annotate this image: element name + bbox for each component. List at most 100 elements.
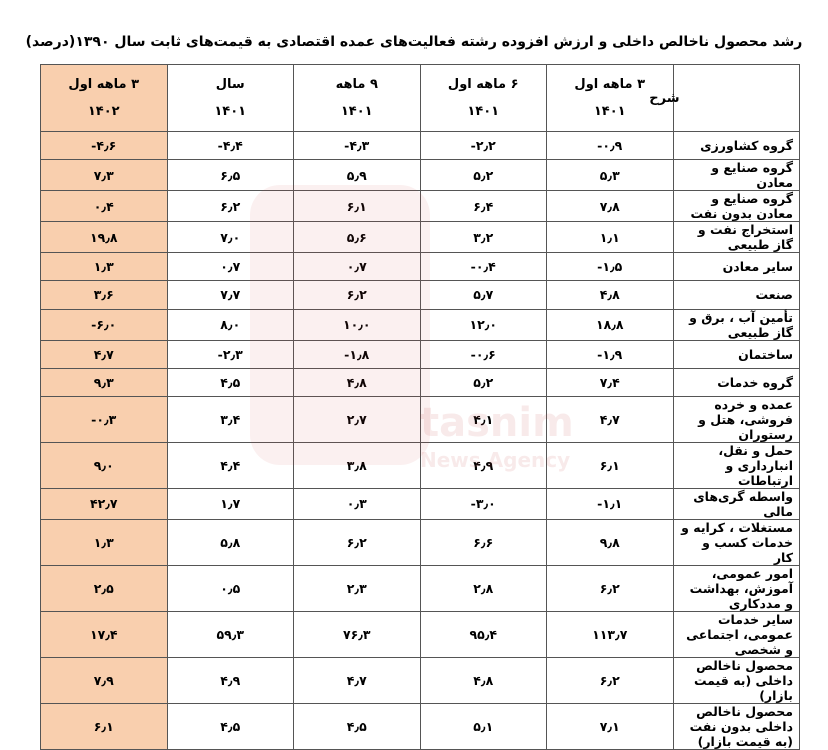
cell: ۶٫۶ [419, 518, 547, 566]
cell: ۴٫۸ [419, 656, 547, 704]
cell: ۳٫۲ [419, 221, 547, 254]
cell: -۱٫۹ [546, 339, 674, 369]
cell: ۶٫۱ [293, 190, 421, 223]
cell: ۷٫۴ [546, 367, 674, 397]
row-label: محصول ناخالص داخلی بدون نفت (به قیمت باز… [672, 702, 800, 750]
row: استخراج نفت و گاز طبیعی ۱٫۱ ۳٫۲ ۵٫۶ ۷٫۰ ۱۹٫۸ [40, 221, 800, 254]
cell: ۵۹٫۳ [166, 610, 294, 658]
header-line: ۹ ماهه [335, 77, 378, 92]
row-label: گروه خدمات [672, 367, 800, 397]
cell: ۱٫۷ [166, 487, 294, 520]
row-label: گروه کشاورزی [672, 130, 800, 161]
page: {"title": "رشد محصول ناخالص داخلی و ارزش… [25, 34, 803, 750]
cell: ۷٫۰ [166, 221, 294, 254]
row: گروه کشاورزی -۰٫۹ -۲٫۲ -۴٫۳ -۴٫۴ -۴٫۶ [40, 130, 800, 161]
row-label: صنعت [672, 280, 800, 310]
table: شرح ۳ ماهه اول ۱۴۰۱ ۶ ماهه اول ۱۴۰۱ ۹ ماهه ۱۴۰… [40, 64, 800, 750]
row: گروه خدمات ۷٫۴ ۵٫۲ ۴٫۸ ۴٫۵ ۹٫۳ [40, 367, 800, 397]
row: ساختمان -۱٫۹ -۰٫۶ -۱٫۸ -۲٫۳ ۴٫۷ [40, 339, 800, 369]
row-label: گروه صنایع و معادن بدون نفت [672, 190, 800, 223]
cell: ۹٫۳ [40, 367, 168, 397]
header-line: ۳ ماهه اول [68, 77, 140, 92]
cell: ۸٫۰ [166, 308, 294, 341]
cell: ۶٫۵ [166, 159, 294, 192]
header-line: ۱۴۰۱ [340, 104, 373, 119]
cell: ۴٫۸ [546, 280, 674, 310]
header-line: سال [215, 77, 245, 92]
cell: -۴٫۳ [293, 130, 421, 161]
cell: ۵٫۲ [419, 367, 547, 397]
cell: -۰٫۶ [419, 339, 547, 369]
header-line: ۱۴۰۲ [87, 104, 120, 119]
cell: -۳٫۰ [419, 487, 547, 520]
cell: -۰٫۹ [546, 130, 674, 161]
header-cell: شرح [649, 64, 800, 132]
cell: ۰٫۷ [293, 252, 421, 282]
header-line: ۱۴۰۱ [214, 104, 247, 119]
cell: ۷٫۷ [166, 280, 294, 310]
cell: -۲٫۳ [166, 339, 294, 369]
header-line: ۱۴۰۱ [467, 104, 500, 119]
row: محصول ناخالص داخلی (به قیمت بازار) ۶٫۲ ۴٫۸… [40, 656, 800, 704]
cell: ۵٫۸ [166, 518, 294, 566]
cell: ۱۷٫۴ [40, 610, 168, 658]
cell: ۳٫۶ [40, 280, 168, 310]
cell: ۲٫۷ [293, 395, 421, 443]
row-label: واسطه گری‌های مالی [672, 487, 800, 520]
cell: ۵٫۷ [419, 280, 547, 310]
cell: ۲٫۸ [419, 564, 547, 612]
cell: ۴٫۸ [293, 367, 421, 397]
table-wrap: شرح ۳ ماهه اول ۱۴۰۱ ۶ ماهه اول ۱۴۰۱ ۹ ماهه ۱۴۰… [40, 64, 800, 750]
cell: ۰٫۷ [166, 252, 294, 282]
header-row: شرح ۳ ماهه اول ۱۴۰۱ ۶ ماهه اول ۱۴۰۱ ۹ ماهه ۱۴۰… [40, 64, 800, 132]
row: گروه صنایع و معادن ۵٫۳ ۵٫۲ ۵٫۹ ۶٫۵ ۷٫۳ [40, 159, 800, 192]
cell: ۴٫۴ [166, 441, 294, 489]
cell: -۱٫۵ [546, 252, 674, 282]
cell: ۳٫۴ [166, 395, 294, 443]
cell: ۵٫۹ [293, 159, 421, 192]
cell: ۴٫۷ [293, 656, 421, 704]
cell: ۶٫۲ [546, 564, 674, 612]
cell: ۰٫۵ [166, 564, 294, 612]
row: واسطه گری‌های مالی -۱٫۱ -۳٫۰ ۰٫۳ ۱٫۷ ۴۲٫۷ [40, 487, 800, 520]
row-label: تأمین آب ، برق و گاز طبیعی [672, 308, 800, 341]
cell: ۶٫۲ [293, 280, 421, 310]
header-line: ۱۴۰۱ [593, 104, 626, 119]
cell: ۵٫۲ [419, 159, 547, 192]
cell: ۴٫۷ [40, 339, 168, 369]
cell: ۱٫۳ [40, 518, 168, 566]
row-label: استخراج نفت و گاز طبیعی [672, 221, 800, 254]
cell: -۲٫۲ [419, 130, 547, 161]
cell: ۴٫۹ [166, 656, 294, 704]
row: گروه صنایع و معادن بدون نفت ۷٫۸ ۶٫۴ ۶٫۱ ۶٫۲ ۰… [40, 190, 800, 223]
cell: -۱٫۸ [293, 339, 421, 369]
cell: ۶٫۱ [40, 702, 168, 750]
row-label: گروه صنایع و معادن [672, 159, 800, 192]
cell: ۱۱۳٫۷ [546, 610, 674, 658]
row-label: ساختمان [672, 339, 800, 369]
row: سایر معادن -۱٫۵ -۰٫۴ ۰٫۷ ۰٫۷ ۱٫۳ [40, 252, 800, 282]
row: صنعت ۴٫۸ ۵٫۷ ۶٫۲ ۷٫۷ ۳٫۶ [40, 280, 800, 310]
cell: ۶٫۲ [293, 518, 421, 566]
header-cell: ۳ ماهه اول ۱۴۰۱ [546, 64, 674, 132]
cell: ۴٫۱ [419, 395, 547, 443]
row: مستغلات ، کرایه و خدمات کسب و کار ۹٫۸ ۶٫۶ ۶… [40, 518, 800, 566]
cell: ۹٫۸ [546, 518, 674, 566]
cell: ۴٫۷ [546, 395, 674, 443]
cell: ۴٫۹ [419, 441, 547, 489]
cell: ۶٫۲ [546, 656, 674, 704]
row-label: مستغلات ، کرایه و خدمات کسب و کار [672, 518, 800, 566]
cell: ۹٫۰ [40, 441, 168, 489]
title: رشد محصول ناخالص داخلی و ارزش افزوده رشت… [25, 34, 803, 50]
cell: ۴٫۵ [166, 702, 294, 750]
cell: ۶٫۲ [166, 190, 294, 223]
cell: ۱۹٫۸ [40, 221, 168, 254]
row-label: امور عمومی، آموزش، بهداشت و مددکاری [672, 564, 800, 612]
cell: ۷٫۹ [40, 656, 168, 704]
row-label: حمل و نقل، انبارداری و ارتباطات [672, 441, 800, 489]
cell: -۶٫۰ [40, 308, 168, 341]
header-line: ۶ ماهه اول [447, 77, 519, 92]
cell: ۲٫۵ [40, 564, 168, 612]
cell: ۴٫۵ [293, 702, 421, 750]
cell: ۱۰٫۰ [293, 308, 421, 341]
